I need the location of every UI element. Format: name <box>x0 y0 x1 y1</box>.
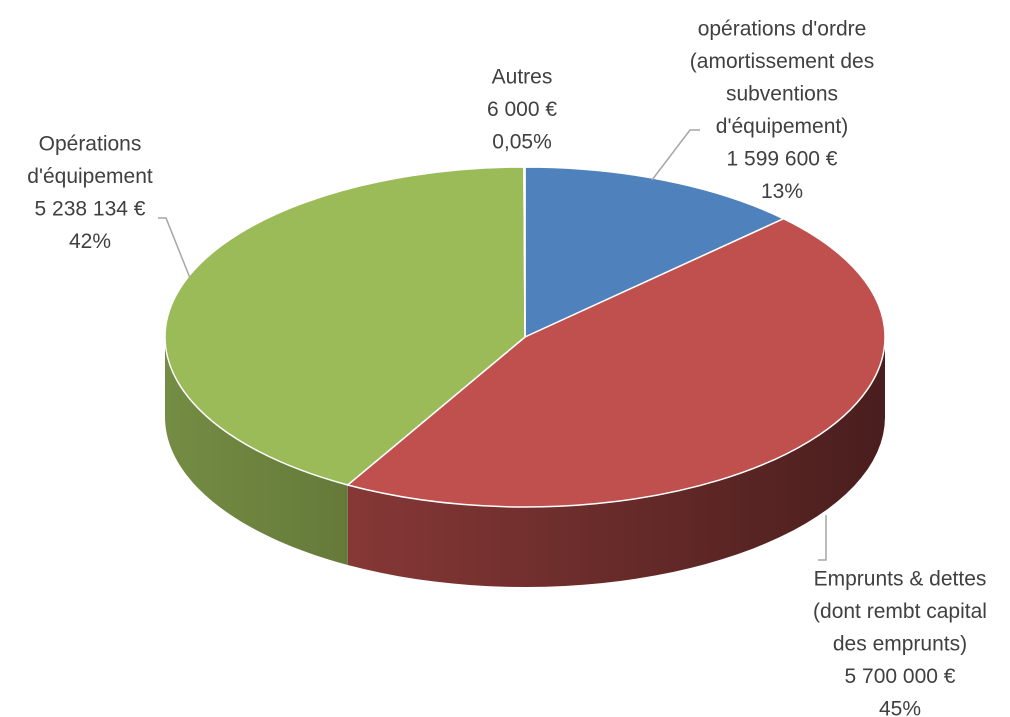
category-label: (amortissement des <box>690 50 874 73</box>
slice <box>346 217 886 508</box>
percent-label: 13% <box>761 180 803 203</box>
category-label: Emprunts & dettes <box>814 568 987 591</box>
percent-label: 45% <box>879 698 921 717</box>
labels: opérations d'ordre (amortissement des subv… <box>27 18 987 717</box>
category-label: (dont rembt capital <box>813 600 987 623</box>
slice <box>524 166 786 339</box>
slice-side <box>347 337 885 587</box>
slice <box>523 166 526 338</box>
value-label: 5 700 000 € <box>845 665 956 688</box>
category-label: Opérations <box>39 133 142 156</box>
leader-line <box>818 515 827 561</box>
pie <box>164 166 886 587</box>
category-label: des emprunts) <box>833 633 967 656</box>
percent-label: 0,05% <box>492 131 552 154</box>
value-label: 5 238 134 € <box>35 198 146 221</box>
percent-label: 42% <box>69 230 111 253</box>
leader-line <box>158 217 191 279</box>
category-label: d'équipement) <box>716 115 848 138</box>
category-label: opérations d'ordre <box>698 18 867 41</box>
category-label: Autres <box>492 66 553 89</box>
value-label: 6 000 € <box>487 98 557 121</box>
category-label: d'équipement <box>27 165 153 188</box>
value-label: 1 599 600 € <box>727 148 838 171</box>
category-label: subventions <box>726 83 838 106</box>
slice <box>164 166 526 486</box>
leader-line <box>651 129 700 181</box>
